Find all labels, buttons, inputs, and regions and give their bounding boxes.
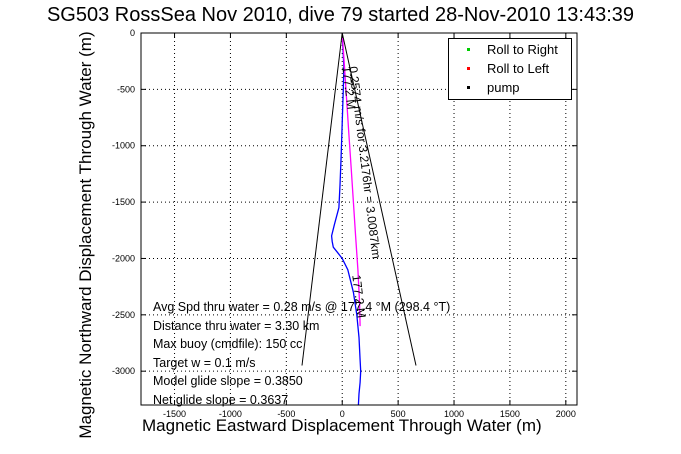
axes-box <box>140 32 578 406</box>
x-tick-label: 2000 <box>556 409 576 419</box>
y-tick-label: -500 <box>117 84 135 94</box>
y-tick-label: -2500 <box>112 310 135 320</box>
x-tick-label: 1500 <box>500 409 520 419</box>
x-tick-label: -1000 <box>219 409 242 419</box>
chart-title: SG503 RossSea Nov 2010, dive 79 started … <box>46 4 635 26</box>
legend-marker-roll-left <box>467 67 470 70</box>
stat-net-glide: Net glide slope = 0.3637 <box>153 392 289 407</box>
x-tick-label: 0 <box>340 409 345 419</box>
legend-marker-roll-right <box>467 48 470 51</box>
series-track-blue <box>330 32 362 406</box>
x-axis-label: Magnetic Eastward Displacement Through W… <box>142 416 542 435</box>
chart-annotation: 177.2 M <box>349 274 368 319</box>
y-tick-label: -2000 <box>112 253 135 263</box>
stat-max-buoy: Max buoy (cmdfile): 150 cc <box>153 337 303 351</box>
stat-avg-speed: Avg Spd thru water = 0.28 m/s @ 177.4 °M… <box>153 300 451 314</box>
legend-item-pump: pump <box>449 79 571 97</box>
y-tick-label: -3000 <box>112 366 135 376</box>
legend-label-roll-right: Roll to Right <box>487 42 558 57</box>
y-tick-label: -1500 <box>112 197 135 207</box>
dive-stats: Avg Spd thru water = 0.28 m/s @ 177.4 °M… <box>153 298 450 409</box>
series-cone-left <box>301 32 343 366</box>
legend-item-roll-left: Roll to Left <box>449 60 571 78</box>
x-tick-label: 1000 <box>444 409 464 419</box>
y-axis-label: Magnetic Northward Displacement Through … <box>76 31 95 439</box>
series-cone-right <box>341 32 417 366</box>
chart-annotation: 177.2 M <box>339 65 358 110</box>
x-tick-label: 500 <box>391 409 406 419</box>
legend: Roll to Right Roll to Left pump <box>448 38 572 100</box>
stat-distance: Distance thru water = 3.30 km <box>153 318 320 333</box>
x-tick-label: -500 <box>277 409 295 419</box>
legend-label-pump: pump <box>487 80 520 95</box>
x-tick-label: -1500 <box>163 409 186 419</box>
legend-marker-pump <box>467 86 470 89</box>
stat-target-w: Target w = 0.1 m/s <box>153 355 256 370</box>
y-tick-label: 0 <box>130 28 135 38</box>
legend-label-roll-left: Roll to Left <box>487 61 550 76</box>
y-tick-label: -1000 <box>112 141 135 151</box>
series-track-magenta <box>341 32 361 327</box>
stat-model-glide: Model glide slope = 0.3850 <box>153 374 303 388</box>
legend-item-roll-right: Roll to Right <box>449 41 571 59</box>
